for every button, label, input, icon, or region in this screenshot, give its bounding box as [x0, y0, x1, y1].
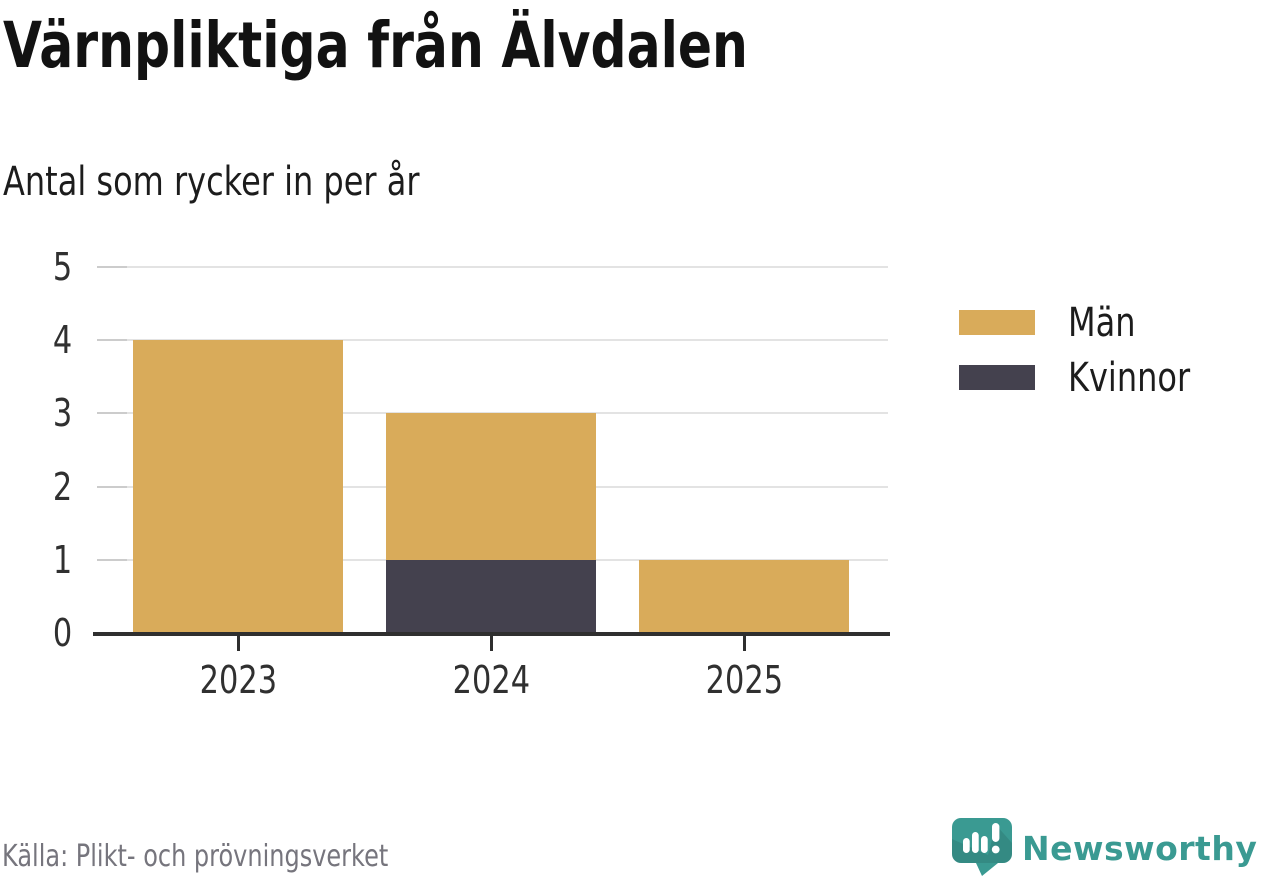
y-tick-label-5: 5: [0, 242, 72, 292]
legend-label-text: Män: [1068, 299, 1136, 346]
legend-label: Kvinnor: [1068, 358, 1221, 398]
bar-2023-Män: [133, 340, 343, 633]
y-tick-4: [97, 339, 127, 342]
legend-swatch: [959, 310, 1035, 335]
x-axis-line: [93, 632, 890, 636]
y-tick-label-3: 3: [0, 388, 72, 438]
source-note-text: Källa: Plikt- och prövningsverket: [2, 839, 389, 874]
y-tick-label-1: 1: [0, 535, 72, 585]
gridline-4: [97, 339, 888, 342]
chart-title: Värnpliktiga från Älvdalen: [3, 9, 934, 82]
gridline-5: [97, 266, 888, 268]
x-tick-label-text: 2025: [705, 658, 783, 702]
bar-2025-Män: [639, 559, 849, 633]
x-tick-label-2025: 2025: [664, 658, 824, 702]
chart-title-text: Värnpliktiga från Älvdalen: [3, 9, 748, 82]
legend-item-Kvinnor: Kvinnor: [959, 358, 1221, 398]
x-tick-label-2024: 2024: [411, 658, 571, 702]
x-tick-2023: [237, 636, 240, 651]
y-tick-label-0: 0: [0, 608, 72, 658]
source-note: Källa: Plikt- och prövningsverket: [2, 839, 485, 875]
newsworthy-logo-icon: [952, 818, 1012, 876]
y-tick-5: [97, 266, 127, 268]
legend: Män Kvinnor: [959, 303, 1221, 420]
y-tick-label-text: 0: [52, 611, 72, 655]
chart-subtitle: Antal som rycker in per år: [3, 158, 524, 206]
x-tick-2024: [490, 636, 493, 651]
chart-subtitle-text: Antal som rycker in per år: [3, 159, 420, 205]
newsworthy-logo-text: Newsworthy: [1022, 829, 1258, 868]
legend-swatch: [959, 365, 1035, 390]
x-tick-2025: [743, 636, 746, 651]
y-tick-2: [97, 485, 127, 488]
y-tick-label-2: 2: [0, 462, 72, 512]
y-tick-label-text: 3: [52, 391, 72, 436]
bar-2024-Kvinnor: [386, 559, 596, 633]
y-tick-label-text: 1: [52, 537, 72, 582]
x-tick-label-text: 2024: [452, 658, 530, 702]
y-tick-label-text: 4: [52, 318, 72, 363]
y-tick-1: [97, 558, 127, 561]
y-tick-3: [97, 412, 127, 415]
y-tick-label-text: 2: [52, 464, 72, 509]
bar-2024-Män: [386, 413, 596, 560]
x-tick-label-text: 2023: [199, 658, 277, 702]
x-tick-label-2023: 2023: [158, 658, 318, 702]
legend-item-Män: Män: [959, 303, 1221, 343]
y-tick-label-4: 4: [0, 315, 72, 365]
legend-label: Män: [1068, 303, 1152, 343]
legend-label-text: Kvinnor: [1068, 354, 1191, 401]
y-tick-label-text: 5: [52, 245, 72, 289]
